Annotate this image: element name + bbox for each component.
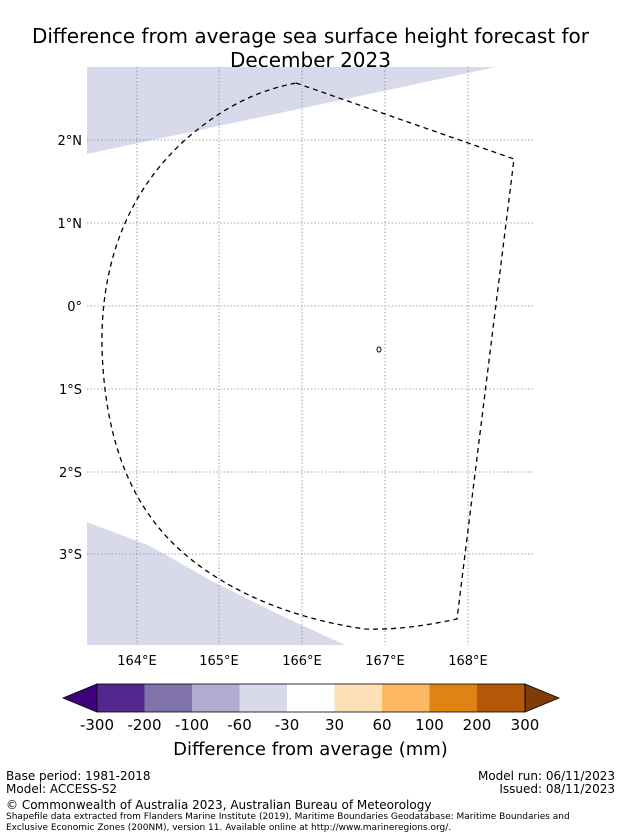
footer-left: Base period: 1981-2018 Model: ACCESS-S2 — [6, 770, 151, 796]
colorbar-arrow-high — [524, 683, 561, 713]
chart-title: Difference from average sea surface heig… — [0, 24, 621, 72]
colorbar-tick: -300 — [80, 716, 114, 734]
model-name: Model: ACCESS-S2 — [6, 782, 118, 796]
colorbar-ticks: -300 -200 -100 -60 -30 30 60 100 200 300 — [80, 716, 539, 734]
lon-label: 164°E — [117, 654, 157, 669]
shapefile-credit-line-1: Shapefile data extracted from Flanders M… — [6, 812, 570, 822]
lat-label: 2°S — [59, 466, 82, 481]
shapefile-credit: Shapefile data extracted from Flanders M… — [6, 812, 606, 834]
colorbar-tick: -60 — [227, 716, 252, 734]
lon-label: 168°E — [448, 654, 488, 669]
colorbar-segment — [334, 684, 382, 712]
colorbar-segment — [477, 684, 525, 712]
colorbar-label: Difference from average (mm) — [173, 739, 448, 760]
base-period: Base period: 1981-2018 — [6, 769, 151, 783]
lat-label: 1°N — [58, 217, 83, 232]
colorbar-segment — [287, 684, 335, 712]
lon-label: 166°E — [282, 654, 322, 669]
colorbar-segment — [192, 684, 240, 712]
colorbar-segment — [144, 684, 192, 712]
lon-labels: 164°E 165°E 166°E 167°E 168°E — [117, 654, 488, 669]
gridlines — [87, 67, 535, 645]
footer-right: Model run: 06/11/2023 Issued: 08/11/2023 — [478, 770, 615, 796]
copyright: © Commonwealth of Australia 2023, Austra… — [6, 798, 432, 812]
lat-label: 3°S — [59, 548, 82, 563]
colorbar-segment — [429, 684, 477, 712]
colorbar-tick: -100 — [175, 716, 209, 734]
lon-label: 165°E — [199, 654, 239, 669]
anomaly-region-north — [87, 67, 496, 154]
colorbar-tick: 30 — [325, 716, 344, 734]
colorbar-tick: 300 — [511, 716, 540, 734]
colorbar — [61, 683, 561, 713]
colorbar-outline — [96, 683, 526, 713]
colorbar-tick: 200 — [463, 716, 492, 734]
model-run: Model run: 06/11/2023 — [477, 769, 615, 783]
anomaly-fill-layer — [87, 67, 496, 645]
colorbar-segment — [382, 684, 430, 712]
lat-label: 2°N — [58, 134, 83, 149]
lat-label: 1°S — [59, 383, 82, 398]
colorbar-tick: 100 — [415, 716, 444, 734]
colorbar-segment — [97, 684, 145, 712]
lat-labels: 2°N 1°N 0° 1°S 2°S 3°S — [58, 134, 83, 563]
colorbar-arrow-low — [61, 683, 98, 713]
colorbar-tick: 60 — [372, 716, 391, 734]
colorbar-tick: -200 — [127, 716, 161, 734]
anomaly-region-south — [87, 522, 345, 645]
colorbar-tick: -30 — [275, 716, 300, 734]
eez-boundary — [101, 82, 515, 630]
lon-label: 167°E — [365, 654, 405, 669]
shapefile-credit-line-2: Exclusive Economic Zones (200NM), versio… — [6, 823, 452, 833]
colorbar-segment — [239, 684, 287, 712]
title-line-1: Difference from average sea surface heig… — [31, 24, 590, 48]
lat-label: 0° — [67, 300, 82, 315]
island-marker — [376, 346, 382, 353]
issued-date: Issued: 08/11/2023 — [499, 782, 615, 796]
